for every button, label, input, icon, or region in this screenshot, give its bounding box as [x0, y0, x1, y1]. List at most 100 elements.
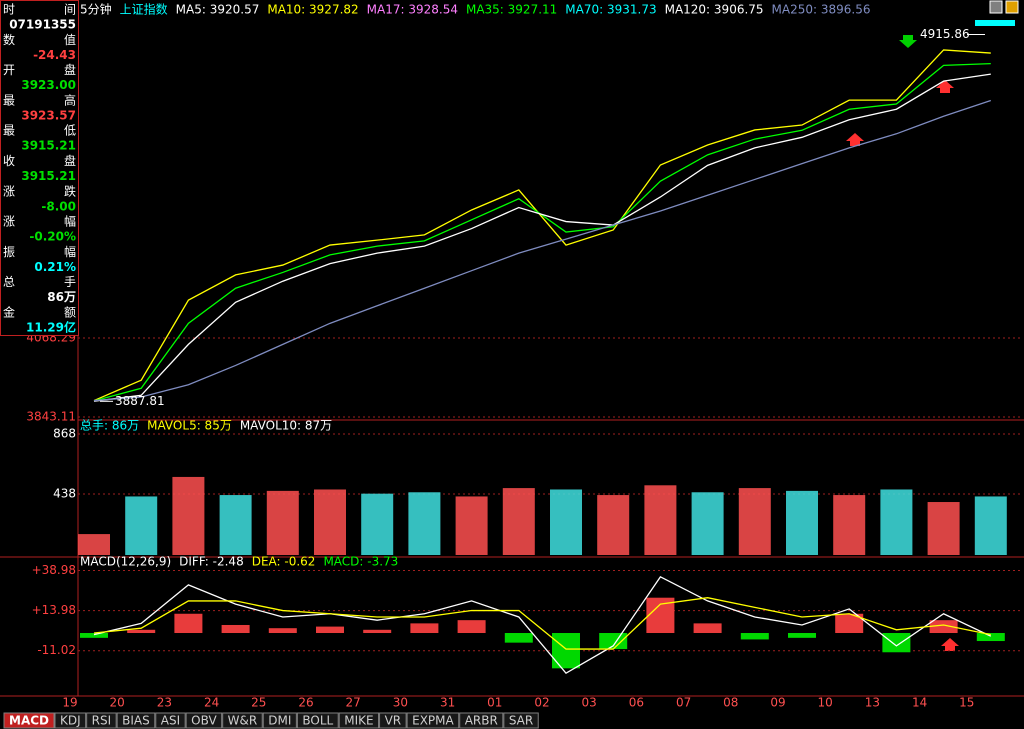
legend-item: 5分钟	[80, 2, 112, 17]
x-tick-label: 24	[204, 696, 219, 710]
indicator-tab[interactable]	[86, 712, 117, 729]
indicator-tab-label[interactable]: RSI	[92, 714, 112, 728]
volume-bar	[219, 495, 252, 555]
y-tick-label: +38.98	[32, 563, 76, 577]
y-tick-label: 438	[53, 486, 76, 500]
legend-item: MA70: 3931.73	[565, 3, 656, 17]
legend-item: MAVOL10: 87万	[240, 419, 332, 433]
indicator-tab-label[interactable]: EXPMA	[412, 714, 454, 728]
indicator-tab[interactable]	[503, 712, 539, 729]
buy-arrow	[846, 133, 864, 146]
info-label: 盘	[64, 153, 76, 168]
indicator-tab-label[interactable]: ASI	[161, 714, 180, 728]
indicator-tab-label[interactable]: W&R	[228, 714, 258, 728]
info-label: 金	[3, 305, 15, 320]
indicator-tab-label[interactable]: MACD	[9, 714, 49, 728]
indicator-tab-label[interactable]: KDJ	[60, 714, 81, 728]
macd-bar	[599, 633, 628, 650]
y-tick-label: 868	[53, 427, 76, 441]
x-tick-label: 01	[487, 696, 502, 710]
sell-arrow	[899, 35, 917, 48]
info-label: 间	[64, 3, 76, 17]
volume-bar	[314, 489, 346, 555]
window-button[interactable]	[1005, 0, 1019, 14]
info-label: 最	[3, 124, 15, 138]
info-label: 额	[64, 306, 76, 320]
macd-bar	[410, 623, 439, 634]
info-label: 值	[64, 32, 76, 47]
ma-line	[93, 62, 991, 402]
legend-item: MA250: 3896.56	[772, 3, 871, 17]
indicator-tab-label[interactable]: OBV	[191, 714, 217, 728]
x-tick-label: 30	[393, 696, 408, 710]
info-value: -8.00	[41, 199, 76, 213]
indicator-tab-label[interactable]: ARBR	[465, 714, 498, 728]
info-panel	[0, 0, 79, 336]
legend-item: DEA: -0.62	[252, 555, 316, 569]
info-value: -0.20%	[29, 230, 76, 244]
volume-bar	[408, 492, 441, 555]
volume-bar	[644, 485, 677, 555]
volume-bar	[361, 493, 394, 555]
macd-bar	[221, 624, 250, 634]
indicator-tab-label[interactable]: BOLL	[302, 714, 333, 728]
macd-bar	[552, 633, 580, 669]
indicator-tab[interactable]	[3, 712, 55, 729]
volume-bar	[880, 489, 913, 555]
macd-bar	[174, 613, 203, 634]
macd-bar	[835, 613, 864, 634]
macd-bar	[788, 633, 816, 638]
legend-item: MACD(12,26,9)	[80, 555, 171, 569]
x-tick-label: 15	[959, 696, 974, 710]
legend-item: 总手: 86万	[80, 419, 139, 433]
info-value: 3915.21	[21, 169, 76, 183]
macd-line	[93, 597, 991, 650]
x-tick-label: 26	[298, 696, 313, 710]
indicator-tab-label[interactable]: DMI	[268, 714, 291, 728]
legend-item: MA10: 3927.82	[267, 3, 358, 17]
y-tick-label: -11.02	[37, 643, 76, 657]
x-tick-label: 23	[157, 696, 172, 710]
indicator-tab-label[interactable]: BIAS	[122, 714, 150, 728]
indicator-tab-label[interactable]: SAR	[509, 714, 533, 728]
volume-bar	[597, 495, 630, 555]
indicator-tab[interactable]	[116, 712, 156, 729]
x-tick-label: 07	[676, 696, 691, 710]
indicator-tab[interactable]	[54, 712, 87, 729]
x-tick-label: 10	[818, 696, 833, 710]
volume-bar	[455, 496, 488, 555]
buy-arrow	[936, 80, 954, 93]
macd-bar	[929, 620, 958, 634]
indicator-tab-label[interactable]: MIKE	[344, 714, 373, 728]
indicator-tab[interactable]	[185, 712, 223, 729]
macd-bar	[976, 633, 1005, 642]
ma-line	[93, 49, 991, 402]
info-label: 幅	[64, 244, 76, 259]
indicator-tab[interactable]	[459, 712, 504, 729]
info-value: 0.21%	[34, 260, 76, 274]
info-value: 11.29亿	[26, 320, 76, 335]
window-button[interactable]	[989, 0, 1003, 14]
x-tick-label: 19	[62, 696, 77, 710]
x-tick-label: 31	[440, 696, 455, 710]
x-tick-label: 09	[770, 696, 785, 710]
indicator-tab-label[interactable]: VR	[385, 714, 402, 728]
buy-arrow	[941, 638, 959, 651]
macd-bar	[882, 633, 911, 653]
indicator-tab[interactable]	[155, 712, 186, 729]
indicator-tab[interactable]	[406, 712, 460, 729]
y-tick-label: +13.98	[32, 603, 76, 617]
info-label: 盘	[64, 62, 76, 77]
ma-line	[93, 73, 991, 402]
x-tick-label: 20	[110, 696, 125, 710]
indicator-tab[interactable]	[296, 712, 339, 729]
macd-bar	[504, 633, 533, 643]
indicator-tab[interactable]	[338, 712, 380, 729]
indicator-tab[interactable]	[262, 712, 297, 729]
info-label: 总	[3, 275, 15, 289]
volume-bar	[502, 488, 535, 555]
indicator-tab[interactable]	[379, 712, 407, 729]
indicator-tab[interactable]	[222, 712, 263, 729]
info-label: 幅	[64, 214, 76, 229]
